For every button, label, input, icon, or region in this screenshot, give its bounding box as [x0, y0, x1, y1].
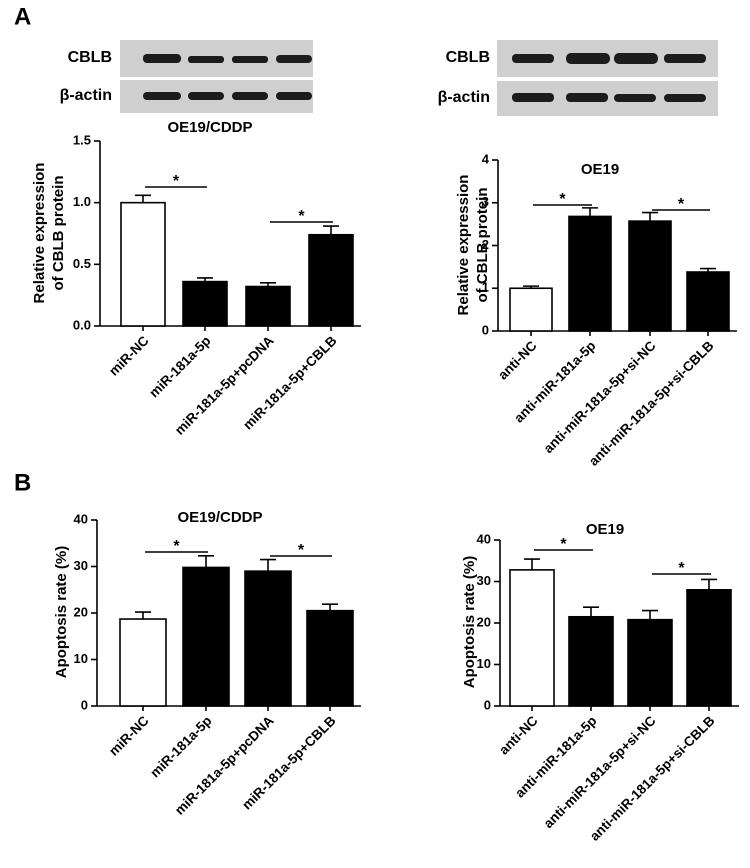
error-bar — [523, 285, 539, 289]
x-tick-label: anti-miR-181a-5p+si-CBLB — [586, 338, 717, 469]
significance-label: * — [678, 196, 685, 213]
bar — [306, 609, 354, 707]
error-bar — [260, 282, 276, 287]
significance-label: * — [298, 208, 305, 225]
y-tick-label: 10 — [477, 656, 491, 671]
error-bar — [197, 277, 213, 282]
blot-label: CBLB — [68, 49, 112, 66]
panel-label: B — [14, 469, 31, 496]
y-tick-label: 0 — [81, 697, 88, 712]
bar — [628, 220, 672, 332]
bar — [245, 285, 291, 327]
x-tick-label: anti-NC — [496, 713, 541, 758]
bar — [509, 287, 553, 332]
error-bar — [642, 609, 658, 620]
significance-label: * — [678, 560, 685, 577]
chart-title: OE19 — [586, 521, 624, 538]
x-tick-label: miR-181a-5p — [146, 333, 213, 400]
error-bar — [701, 578, 717, 590]
x-tick-label: anti-miR-181a-5p+si-NC — [541, 713, 659, 831]
significance-label: * — [173, 173, 180, 190]
y-tick-label: 1.0 — [73, 194, 91, 209]
bar — [686, 271, 730, 332]
blot-label: CBLB — [446, 49, 490, 66]
significance-label: * — [298, 542, 305, 559]
bar — [308, 233, 354, 327]
y-tick-label: 1 — [482, 280, 489, 295]
bar — [627, 618, 673, 707]
error-bar — [322, 603, 338, 611]
y-axis-label: Apoptosis rate (%) — [461, 556, 478, 689]
bar — [182, 280, 228, 327]
blot-label: β-actin — [438, 89, 490, 106]
y-tick-label: 40 — [74, 511, 88, 526]
error-bar — [583, 606, 599, 617]
error-bar — [323, 225, 339, 235]
y-axis-label: Relative expression — [31, 163, 48, 304]
y-tick-label: 0 — [482, 322, 489, 337]
y-tick-label: 0.5 — [73, 256, 91, 271]
error-bar — [582, 207, 598, 217]
panel-label: A — [14, 3, 31, 30]
bar — [120, 201, 166, 327]
x-tick-label: anti-NC — [495, 338, 540, 383]
blot-left: CBLB β-actin — [60, 40, 313, 113]
bar — [686, 588, 732, 707]
y-tick-label: 4 — [482, 151, 490, 166]
y-axis-label: of CBLB protein — [474, 188, 491, 303]
bar — [119, 618, 167, 707]
significance-label: * — [173, 538, 180, 555]
chart-title: OE19/CDDP — [167, 119, 252, 136]
y-tick-label: 40 — [477, 531, 491, 546]
y-axis-label: of CBLB protein — [50, 176, 67, 291]
y-tick-label: 30 — [477, 573, 491, 588]
y-tick-label: 10 — [74, 651, 88, 666]
bar — [568, 615, 614, 707]
chart-title: OE19 — [581, 161, 619, 178]
significance-label: * — [559, 191, 566, 208]
x-tick-label: miR-181a-5p — [147, 713, 214, 780]
y-tick-label: 1.5 — [73, 132, 91, 147]
y-tick-label: 20 — [74, 604, 88, 619]
error-bar — [524, 558, 540, 570]
y-tick-label: 20 — [477, 614, 491, 629]
y-tick-label: 3 — [482, 194, 489, 209]
y-tick-label: 30 — [74, 558, 88, 573]
y-tick-label: 0 — [484, 697, 491, 712]
bar — [509, 569, 555, 707]
blot-label: β-actin — [60, 87, 112, 104]
significance-label: * — [560, 536, 567, 553]
y-tick-label: 2 — [482, 237, 489, 252]
chart-title: OE19/CDDP — [177, 509, 262, 526]
error-bar — [135, 611, 151, 620]
y-axis-label: Apoptosis rate (%) — [53, 546, 70, 679]
bar — [244, 570, 292, 707]
error-bar — [198, 555, 214, 568]
error-bar — [700, 267, 716, 273]
y-axis-label: Relative expression — [455, 175, 472, 316]
x-tick-label: anti-miR-181a-5p+si-NC — [541, 338, 659, 456]
error-bar — [642, 211, 658, 222]
bar — [182, 566, 230, 707]
x-tick-label: miR-NC — [106, 333, 152, 379]
y-tick-label: 0.0 — [73, 317, 91, 332]
blot-right: CBLB β-actin — [438, 40, 718, 116]
bar — [568, 215, 612, 332]
error-bar — [135, 194, 151, 203]
error-bar — [260, 558, 276, 572]
x-tick-label: miR-NC — [106, 713, 152, 759]
x-tick-label: anti-miR-181a-5p+si-CBLB — [587, 713, 718, 844]
